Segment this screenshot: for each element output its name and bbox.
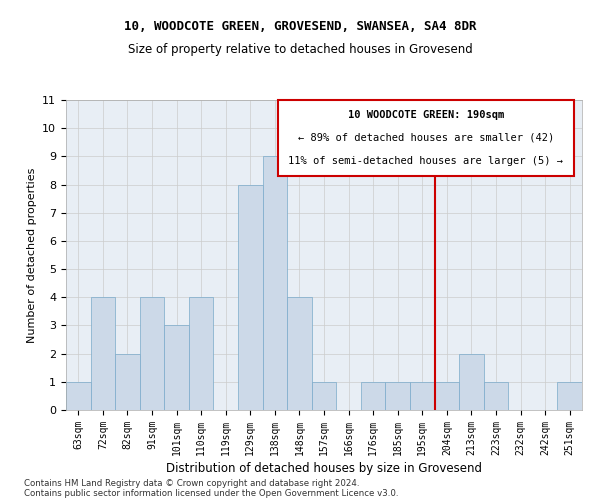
Text: Size of property relative to detached houses in Grovesend: Size of property relative to detached ho… bbox=[128, 42, 472, 56]
Text: ← 89% of detached houses are smaller (42): ← 89% of detached houses are smaller (42… bbox=[298, 133, 554, 143]
Bar bbox=[238, 184, 263, 410]
Bar bbox=[189, 298, 214, 410]
Bar bbox=[66, 382, 91, 410]
FancyBboxPatch shape bbox=[278, 100, 574, 176]
Text: 10, WOODCOTE GREEN, GROVESEND, SWANSEA, SA4 8DR: 10, WOODCOTE GREEN, GROVESEND, SWANSEA, … bbox=[124, 20, 476, 33]
Bar bbox=[410, 382, 434, 410]
Text: 10 WOODCOTE GREEN: 190sqm: 10 WOODCOTE GREEN: 190sqm bbox=[348, 110, 504, 120]
Text: Contains HM Land Registry data © Crown copyright and database right 2024.: Contains HM Land Registry data © Crown c… bbox=[24, 478, 359, 488]
Bar bbox=[459, 354, 484, 410]
Bar bbox=[287, 298, 312, 410]
Bar bbox=[557, 382, 582, 410]
Bar bbox=[361, 382, 385, 410]
Bar bbox=[263, 156, 287, 410]
Bar bbox=[312, 382, 336, 410]
Text: Contains public sector information licensed under the Open Government Licence v3: Contains public sector information licen… bbox=[24, 488, 398, 498]
Bar bbox=[115, 354, 140, 410]
Bar bbox=[91, 298, 115, 410]
Bar bbox=[484, 382, 508, 410]
Bar bbox=[164, 326, 189, 410]
X-axis label: Distribution of detached houses by size in Grovesend: Distribution of detached houses by size … bbox=[166, 462, 482, 475]
Bar bbox=[434, 382, 459, 410]
Bar bbox=[140, 298, 164, 410]
Text: 11% of semi-detached houses are larger (5) →: 11% of semi-detached houses are larger (… bbox=[289, 156, 563, 166]
Bar bbox=[385, 382, 410, 410]
Y-axis label: Number of detached properties: Number of detached properties bbox=[27, 168, 37, 342]
